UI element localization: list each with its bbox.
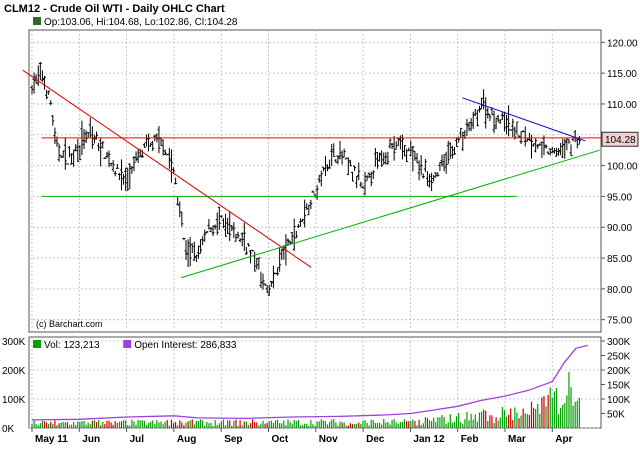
x-tick-label: Jul <box>130 434 145 445</box>
last-price-label: 104.28 <box>605 135 636 146</box>
x-tick-label: Feb <box>461 434 479 445</box>
volume-bars <box>31 371 580 428</box>
uptrend-line <box>180 149 600 279</box>
price-axis: 120.00115.00110.00105.00100.0095.0090.00… <box>601 38 638 327</box>
x-tick-label: May 11 <box>35 434 68 445</box>
volume-legend-swatch <box>123 340 132 348</box>
volume-left-tick-label: 300K <box>2 337 26 348</box>
x-tick-label: Jan 12 <box>413 434 445 445</box>
price-grid <box>29 30 601 332</box>
price-bars <box>30 61 581 296</box>
open-interest-polyline <box>31 344 588 421</box>
downtrend-line <box>22 69 312 268</box>
price-tick-label: 115.00 <box>607 69 637 80</box>
x-tick-label: Mar <box>508 434 526 445</box>
volume-legend-label: Vol: 123,213 <box>44 340 100 351</box>
trend-lines <box>22 69 601 279</box>
x-axis: May 11 Jun Jul Aug Sep Oct Nov Dec Jan 12 Feb Mar A… <box>31 428 573 445</box>
volume-legend-swatch <box>33 340 41 348</box>
x-tick-label: Oct <box>272 434 289 445</box>
x-tick-label: Nov <box>319 434 338 445</box>
volume-right-tick-label: 100K <box>607 395 631 406</box>
price-tick-label: 95.00 <box>607 192 632 203</box>
volume-axis: 300K 200K 100K 0K 300K 250K 200K 150K 100K 50K <box>2 337 631 435</box>
volume-right-tick-label: 150K <box>607 381 631 392</box>
price-tick-label: 100.00 <box>607 162 638 173</box>
ohlc-readout: Op:103.06, Hi:104.68, Lo:102.86, Cl:104.… <box>44 17 238 28</box>
volume-left-tick-label: 200K <box>2 366 26 377</box>
price-tick-label: 90.00 <box>607 223 632 234</box>
price-tick-label: 85.00 <box>607 254 632 265</box>
volume-left-tick-label: 100K <box>2 395 26 406</box>
x-tick-label: Apr <box>555 434 572 445</box>
wedge-upper-line <box>462 97 586 142</box>
price-panel <box>28 29 602 333</box>
volume-legend-label: Open Interest: 286,833 <box>134 340 237 351</box>
x-tick-label: Jun <box>82 434 100 445</box>
volume-right-tick-label: 250K <box>607 352 631 363</box>
volume-right-tick-label: 200K <box>607 366 631 377</box>
watermark: (c) Barchart.com <box>36 319 103 329</box>
volume-left-tick-label: 0K <box>2 424 15 435</box>
open-interest-line <box>31 344 588 421</box>
price-tick-label: 80.00 <box>607 285 632 296</box>
price-tick-label: 75.00 <box>607 316 632 327</box>
last-price-box <box>601 131 639 147</box>
x-tick-label: Sep <box>224 434 242 445</box>
volume-panel <box>28 336 602 429</box>
price-tick-label: 110.00 <box>607 100 637 111</box>
volume-right-tick-label: 300K <box>607 337 631 348</box>
volume-right-tick-label: 50K <box>607 410 625 421</box>
chart-title: CLM12 - Crude Oil WTI - Daily OHLC Chart <box>4 3 225 15</box>
x-tick-label: Aug <box>177 434 196 445</box>
last-price-marker: 104.28 <box>601 131 639 147</box>
x-tick-label: Dec <box>366 434 385 445</box>
price-tick-label: 120.00 <box>607 38 638 49</box>
ohlc-legend-swatch <box>33 17 41 25</box>
volume-legend: Vol: 123,213 Open Interest: 286,833 <box>33 340 237 351</box>
